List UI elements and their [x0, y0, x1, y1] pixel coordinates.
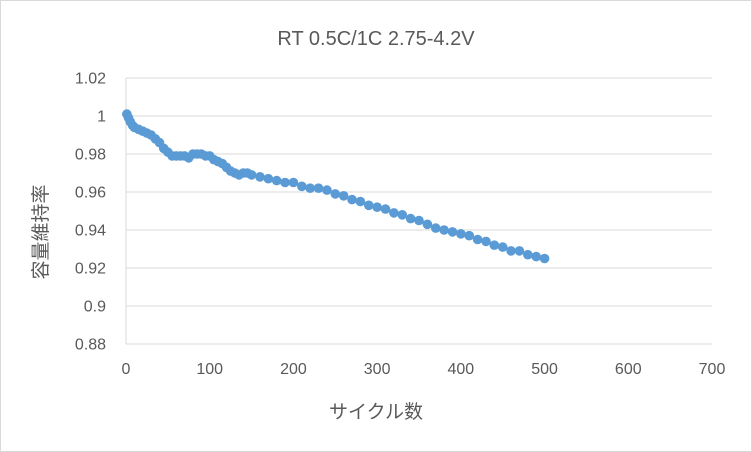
x-axis-title: サイクル数: [329, 401, 423, 423]
data-point: [481, 236, 491, 247]
data-point: [456, 229, 466, 239]
data-points: [122, 109, 550, 264]
chart-title: RT 0.5C/1C 2.75-4.2V: [277, 28, 475, 50]
x-tick-label: 300: [364, 361, 391, 378]
y-axis-title: 容量維持率: [30, 184, 52, 279]
data-point: [372, 202, 382, 212]
data-point: [288, 177, 299, 188]
data-point: [347, 194, 357, 205]
data-point: [355, 196, 366, 207]
x-tick-labels: 0 100 200 300 400 500 600 700: [122, 361, 726, 378]
data-point: [280, 177, 290, 188]
x-tick-label: 500: [531, 361, 558, 378]
data-point: [422, 219, 433, 230]
data-point: [363, 200, 374, 211]
data-point: [472, 234, 483, 245]
data-point: [338, 191, 349, 201]
data-point: [380, 204, 391, 214]
data-point: [263, 173, 274, 184]
data-point: [514, 246, 525, 256]
data-point: [305, 183, 315, 193]
data-point: [447, 227, 458, 237]
data-point: [330, 189, 341, 199]
y-tick-label: 0.98: [75, 147, 106, 164]
data-point: [430, 223, 441, 233]
data-point: [397, 210, 408, 220]
data-point: [389, 208, 399, 218]
y-tick-labels: 0.88 0.9 0.92 0.94 0.96 0.98 1 1.02: [75, 71, 106, 354]
x-tick-label: 400: [448, 361, 475, 378]
data-point: [405, 213, 416, 224]
x-tick-label: 100: [196, 361, 223, 378]
data-point: [322, 185, 332, 195]
data-point: [313, 183, 324, 193]
data-point: [271, 175, 282, 186]
y-tick-label: 0.96: [75, 185, 106, 202]
gridlines: [125, 77, 712, 345]
data-point: [439, 225, 449, 235]
y-tick-label: 1.02: [75, 71, 106, 88]
data-point: [497, 242, 508, 252]
data-point: [255, 172, 265, 182]
y-tick-label: 0.88: [75, 337, 106, 354]
x-tick-label: 700: [699, 361, 726, 378]
y-tick-label: 0.9: [84, 299, 106, 316]
data-point: [531, 251, 541, 262]
x-tick-label: 200: [280, 361, 307, 378]
data-point: [489, 240, 500, 250]
data-point: [246, 170, 257, 180]
data-point: [464, 230, 475, 241]
x-tick-label: 600: [615, 361, 642, 378]
y-tick-label: 0.94: [75, 223, 106, 240]
data-point: [523, 249, 533, 260]
x-tick-label: 0: [122, 361, 131, 378]
data-point: [297, 181, 307, 192]
data-point: [414, 215, 424, 226]
data-point: [539, 253, 550, 264]
data-point: [506, 246, 516, 256]
y-tick-label: 0.92: [75, 261, 106, 278]
y-tick-label: 1: [97, 109, 106, 126]
